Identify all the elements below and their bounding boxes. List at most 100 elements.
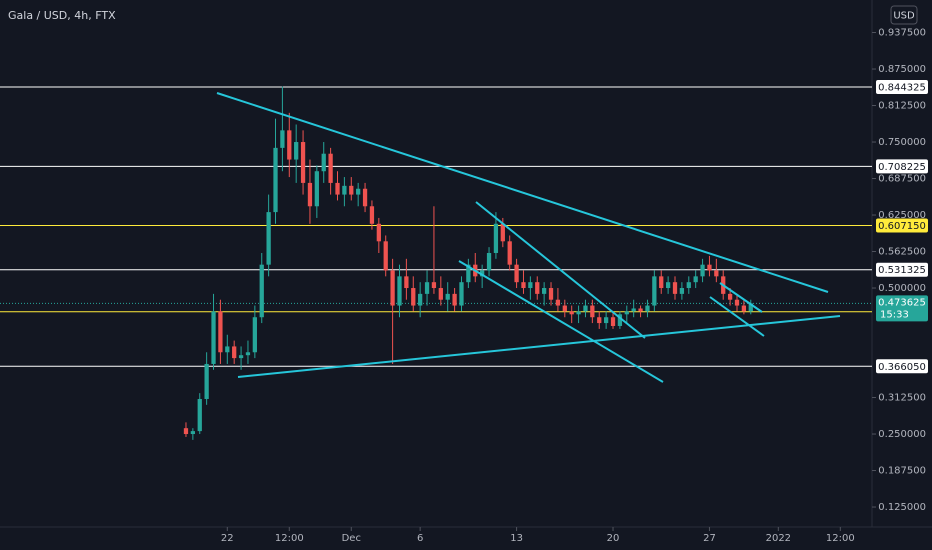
candle-body xyxy=(679,288,685,294)
candle-body xyxy=(273,147,278,213)
level-label-box xyxy=(876,359,928,374)
candle-body xyxy=(707,264,712,271)
y-tick-label: 0.937500 xyxy=(878,28,926,39)
y-tick-label: 0.250000 xyxy=(878,429,926,440)
candle-body xyxy=(294,142,299,160)
candle-body xyxy=(507,241,512,265)
candle-body xyxy=(300,142,306,183)
y-tick-label: 0.125000 xyxy=(878,502,926,513)
y-tick-label: 0.687500 xyxy=(878,174,926,185)
candle-body xyxy=(342,185,347,195)
level-label: 0.366050 xyxy=(878,362,926,373)
y-tick-label: 0.812500 xyxy=(878,101,926,112)
candle-body xyxy=(307,182,313,207)
x-tick-label: 27 xyxy=(703,533,716,544)
candle-body xyxy=(225,346,230,353)
candle-body xyxy=(603,317,609,324)
trend-line xyxy=(475,201,646,339)
y-tick-label: 0.187500 xyxy=(878,466,926,477)
candle-body xyxy=(459,282,464,306)
chart-title: Gala / USD, 4h, FTX xyxy=(8,9,116,22)
candle-body xyxy=(204,363,209,399)
candle-body xyxy=(548,288,554,300)
x-tick-label: Dec xyxy=(342,533,361,544)
levels xyxy=(0,86,872,367)
candle-body xyxy=(197,398,202,432)
trend-line xyxy=(719,282,763,313)
candle-body xyxy=(727,293,733,300)
candle-body xyxy=(514,264,519,283)
y-tick-label: 0.500000 xyxy=(878,283,926,294)
candle-body xyxy=(356,188,361,195)
trend-line xyxy=(237,315,841,378)
candle-body xyxy=(562,305,567,312)
candle-body xyxy=(259,264,264,318)
candle-body xyxy=(383,241,388,271)
currency-button[interactable] xyxy=(890,5,918,25)
x-tick-label: 13 xyxy=(510,533,523,544)
candle-body xyxy=(583,305,588,312)
last-price-box xyxy=(876,295,928,322)
candle-body xyxy=(390,270,395,306)
level-label: 0.531325 xyxy=(878,265,926,276)
candle-body xyxy=(266,212,271,265)
y-tick-label: 0.625000 xyxy=(878,210,926,221)
candle-body xyxy=(659,276,664,289)
candle-body xyxy=(528,282,533,289)
candle-body xyxy=(748,303,753,312)
candle-body xyxy=(493,223,499,253)
candle-body xyxy=(590,305,595,318)
candle-body xyxy=(321,153,326,172)
candle-body xyxy=(238,355,244,359)
last-price-label: 0.473625 xyxy=(878,297,926,308)
candle-body xyxy=(617,314,623,326)
currency-label[interactable]: USD xyxy=(893,11,915,22)
candle-body xyxy=(404,276,409,289)
candle-body xyxy=(438,288,443,300)
level-label-box xyxy=(876,79,928,94)
candle-body xyxy=(424,282,430,294)
x-tick-label: 6 xyxy=(417,533,423,544)
candle-body xyxy=(397,276,402,306)
candle-body xyxy=(335,182,340,195)
candle-body xyxy=(287,130,292,160)
candle-body xyxy=(183,428,189,435)
candle-body xyxy=(665,282,671,289)
candle-body xyxy=(576,311,581,315)
candle-body xyxy=(486,252,492,271)
candle-body xyxy=(245,352,251,356)
candle-body xyxy=(369,206,375,224)
y-tick-label: 0.312500 xyxy=(878,393,926,404)
candle-body xyxy=(734,299,740,306)
candle-body xyxy=(500,223,505,242)
x-tick-label: 12:00 xyxy=(275,533,304,544)
candle-body xyxy=(686,282,691,289)
candle-body xyxy=(638,308,643,312)
candle-body xyxy=(597,317,602,324)
axis-labels: 0.125000 0.187500 0.250000 0.312500 0.500000… xyxy=(221,28,928,544)
candles xyxy=(183,86,753,440)
candle-body xyxy=(569,311,574,315)
candle-body xyxy=(190,431,195,435)
candle-body xyxy=(521,282,526,289)
level-label-box xyxy=(876,159,928,174)
candle-body xyxy=(624,311,629,315)
candle-body xyxy=(535,282,540,294)
candle-body xyxy=(714,270,719,277)
candle-body xyxy=(672,282,678,294)
candle-body xyxy=(645,305,650,312)
x-tick-label: 2022 xyxy=(766,533,791,544)
level-label: 0.607150 xyxy=(878,221,926,232)
countdown-label: 15:33 xyxy=(880,309,909,320)
candle-body xyxy=(466,264,471,283)
y-tick-label: 0.750000 xyxy=(878,137,926,148)
candle-body xyxy=(411,288,416,306)
candle-body xyxy=(445,293,450,300)
candle-body xyxy=(211,311,216,364)
candle-body xyxy=(542,288,547,294)
x-tick-label: 12:00 xyxy=(826,533,855,544)
x-tick-label: 20 xyxy=(607,533,620,544)
